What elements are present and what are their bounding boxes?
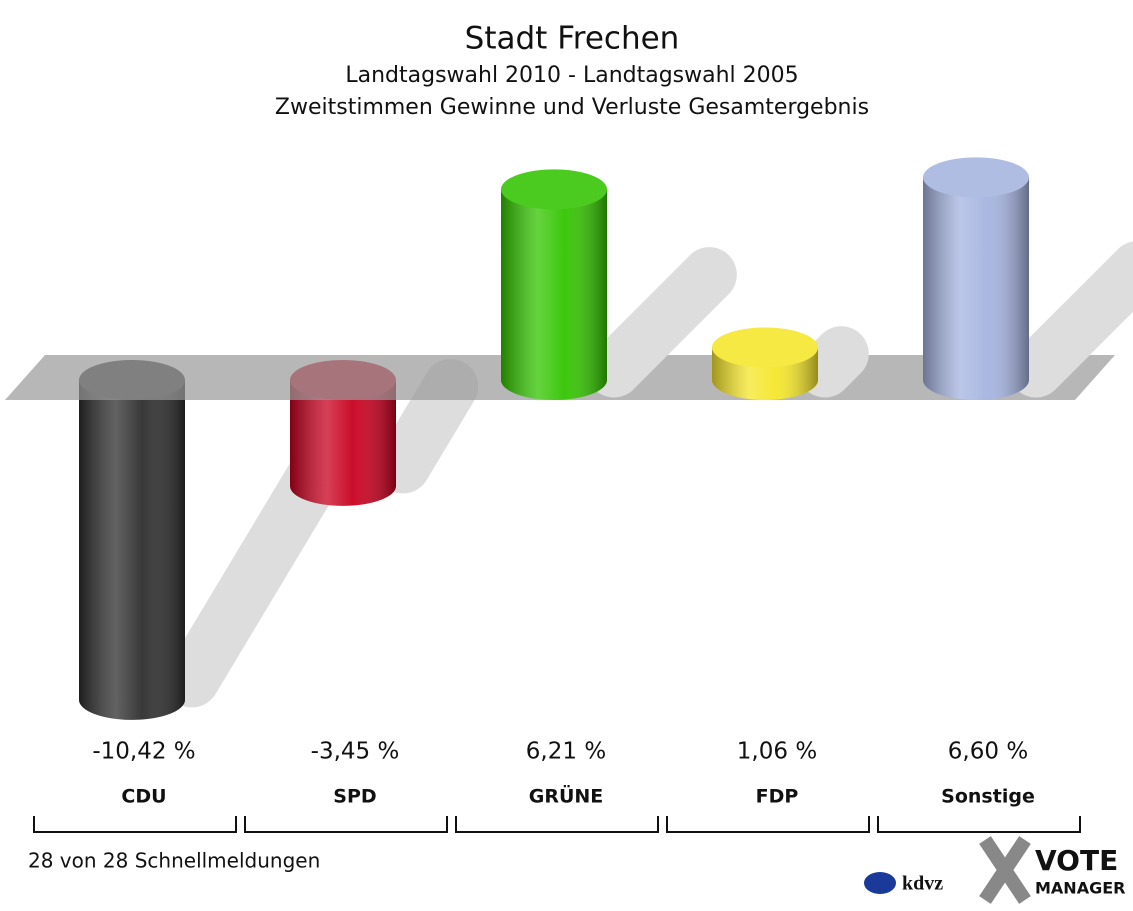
chart-subtitle: Landtagswahl 2010 - Landtagswahl 2005 (345, 63, 798, 88)
category-label: CDU (121, 786, 166, 808)
category-label: GRÜNE (529, 784, 604, 808)
category-label: FDP (756, 786, 799, 808)
logo-ball (864, 872, 896, 894)
category-bracket (455, 816, 659, 833)
bar-shadow (586, 247, 737, 398)
category-label: SPD (333, 786, 376, 808)
bar-shade (79, 380, 185, 700)
labels: -10,42 % CDU -3,45 % SPD 6,21 % GRÜNE 1,06 % FD… (33, 739, 1081, 833)
category-label: Sonstige (941, 786, 1035, 808)
chart-title: Stadt Frechen (465, 21, 680, 57)
bar-top-light (712, 327, 818, 368)
category-bracket (244, 816, 448, 833)
logo-product: VOTE (1035, 844, 1118, 877)
logo-cross (979, 836, 1031, 904)
logo-product: MANAGER (1035, 879, 1125, 898)
value-label: 6,21 % (526, 739, 606, 765)
bar-top-light (923, 157, 1029, 198)
bar-top (923, 157, 1029, 198)
negative-bars (79, 358, 479, 720)
bar-top (712, 327, 818, 368)
bar-shade (923, 177, 1029, 380)
bar-top-light (501, 169, 607, 210)
category-bracket (877, 816, 1081, 833)
category-bracket (666, 816, 870, 833)
chart-subtitle: Zweitstimmen Gewinne und Verluste Gesamt… (275, 95, 869, 120)
value-label: -3,45 % (311, 739, 400, 765)
bar-shadow (797, 326, 869, 398)
logo: kdvz VOTE MANAGER (864, 836, 1125, 904)
bar-shade (501, 189, 607, 380)
logo-brand: kdvz (902, 873, 943, 895)
value-label: 6,60 % (948, 739, 1028, 765)
bar-shadow (1008, 241, 1133, 398)
footnote: 28 von 28 Schnellmeldungen (28, 849, 320, 873)
value-label: 1,06 % (737, 739, 817, 765)
bar-top (501, 169, 607, 210)
value-label: -10,42 % (92, 739, 195, 765)
positive-bars (501, 157, 1133, 400)
category-bracket (33, 816, 237, 833)
